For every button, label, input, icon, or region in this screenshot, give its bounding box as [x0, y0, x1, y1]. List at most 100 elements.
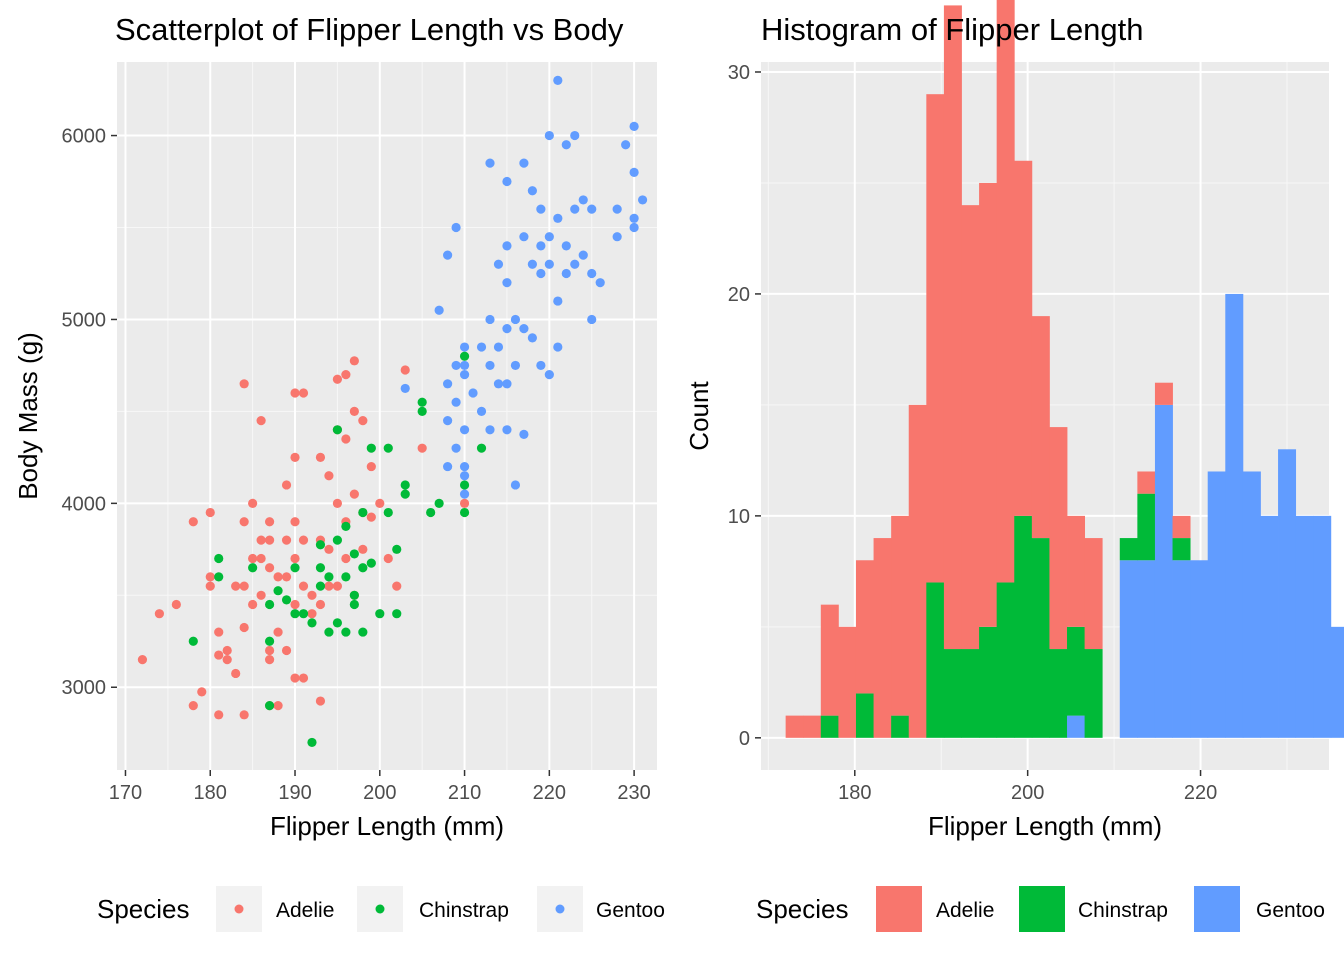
scatter-point-adelie — [231, 668, 241, 679]
scatter-point-adelie — [281, 645, 292, 656]
scatter-point-adelie — [239, 710, 249, 720]
scatter-point-adelie — [358, 544, 368, 554]
histogram-y-ticks: 0 10 20 30 — [728, 62, 761, 750]
scatter-point-gentoo — [527, 186, 537, 196]
scatter-point-chinstrap — [273, 586, 283, 596]
histogram-bar-adelie — [1014, 160, 1033, 516]
scatter-point-adelie — [383, 553, 393, 564]
scatter-gridlines — [117, 62, 657, 770]
scatter-legend-marker-adelie — [234, 904, 244, 914]
scatter-point-adelie — [315, 696, 326, 706]
scatter-point-adelie — [264, 535, 275, 545]
scatter-point-chinstrap — [214, 572, 224, 582]
scatter-point-gentoo — [587, 204, 597, 214]
scatter-point-adelie — [264, 655, 275, 665]
histogram-y-tick-label: 20 — [728, 284, 750, 306]
scatter-x-tick-label: 170 — [109, 782, 142, 804]
scatter-legend-marker-chinstrap — [375, 904, 385, 914]
histogram-bar-adelie — [1031, 316, 1050, 539]
scatter-point-gentoo — [629, 167, 639, 177]
scatter-x-tick-label: 200 — [363, 782, 396, 804]
histogram-bar-chinstrap — [943, 649, 962, 738]
histogram-bar-chinstrap — [1067, 626, 1086, 716]
scatter-point-gentoo — [561, 268, 571, 279]
scatter-title: Scatterplot of Flipper Length vs Body — [115, 12, 624, 47]
scatter-x-tick-label: 190 — [278, 782, 311, 804]
histogram-bar-chinstrap — [1049, 649, 1068, 738]
histogram-bar-chinstrap — [820, 715, 839, 738]
scatter-point-adelie — [239, 581, 249, 591]
scatter-point-chinstrap — [358, 563, 368, 573]
histogram-bar-chinstrap — [1119, 538, 1138, 561]
histogram-y-tick-label: 0 — [739, 728, 750, 750]
scatter-point-gentoo — [459, 461, 470, 472]
scatter-point-chinstrap — [341, 572, 351, 582]
scatter-point-adelie — [273, 627, 283, 637]
scatter-point-adelie — [188, 701, 198, 711]
scatter-point-gentoo — [502, 379, 512, 389]
scatter-point-gentoo — [476, 342, 487, 352]
histogram-bar-adelie — [891, 515, 910, 716]
scatter-point-gentoo — [536, 268, 546, 279]
histogram-legend-title: Species — [756, 894, 849, 924]
scatter-point-chinstrap — [188, 636, 198, 646]
scatter-point-adelie — [417, 443, 427, 453]
scatter-point-gentoo — [493, 342, 504, 352]
scatter-point-adelie — [332, 374, 343, 384]
histogram-x-tick-label: 220 — [1184, 782, 1217, 804]
scatter-point-chinstrap — [476, 443, 487, 453]
histogram-x-ticks: 180 200 220 — [838, 770, 1217, 804]
scatter-point-gentoo — [561, 241, 571, 251]
scatter-point-gentoo — [629, 213, 639, 223]
scatter-point-adelie — [375, 498, 385, 508]
scatter-point-gentoo — [527, 333, 537, 343]
scatter-point-gentoo — [459, 370, 470, 380]
scatter-point-adelie — [239, 379, 249, 389]
scatter-point-chinstrap — [332, 618, 343, 628]
scatter-point-chinstrap — [290, 563, 300, 573]
histogram-bar-gentoo — [1295, 515, 1314, 738]
histogram-bar-chinstrap — [891, 715, 910, 738]
scatter-point-gentoo — [443, 250, 453, 260]
histogram-title: Histogram of Flipper Length — [761, 12, 1144, 47]
scatter-point-adelie — [222, 655, 232, 665]
scatter-point-chinstrap — [341, 627, 351, 637]
scatter-point-chinstrap — [349, 590, 359, 600]
scatter-point-gentoo — [544, 370, 554, 380]
scatter-point-gentoo — [561, 140, 571, 150]
scatter-point-gentoo — [459, 360, 470, 371]
scatter-point-adelie — [264, 563, 275, 573]
histogram-legend-key-gentoo — [1194, 886, 1240, 932]
scatter-point-adelie — [298, 535, 309, 545]
scatter-point-adelie — [307, 609, 317, 619]
histogram-bar-chinstrap — [979, 626, 998, 738]
scatter-point-chinstrap — [281, 595, 292, 605]
scatter-point-gentoo — [612, 232, 622, 242]
scatter-point-chinstrap — [307, 618, 317, 628]
scatter-point-chinstrap — [375, 609, 385, 619]
scatter-point-gentoo — [553, 342, 563, 352]
scatter-point-chinstrap — [349, 599, 359, 610]
scatter-point-adelie — [315, 599, 326, 610]
scatter-point-gentoo — [587, 268, 597, 279]
histogram-legend-label-chinstrap: Chinstrap — [1078, 899, 1168, 922]
scatter-point-adelie — [307, 590, 317, 600]
scatter-point-gentoo — [476, 406, 487, 417]
scatter-point-gentoo — [443, 379, 453, 389]
histogram-bar-adelie — [1084, 538, 1103, 650]
scatter-point-adelie — [197, 687, 207, 697]
scatter-points — [137, 75, 648, 748]
scatter-point-gentoo — [400, 383, 410, 394]
scatter-point-adelie — [298, 581, 309, 591]
scatter-point-gentoo — [502, 241, 512, 251]
scatter-point-adelie — [256, 535, 266, 545]
scatter-point-gentoo — [443, 415, 453, 426]
scatter-point-gentoo — [451, 360, 461, 371]
histogram-bar-chinstrap — [1137, 493, 1156, 561]
scatter-point-gentoo — [502, 278, 512, 288]
histogram-bar-chinstrap — [1084, 649, 1103, 738]
histogram-bar-gentoo — [1225, 293, 1244, 738]
scatter-point-gentoo — [519, 429, 529, 439]
scatter-point-gentoo — [536, 241, 546, 251]
